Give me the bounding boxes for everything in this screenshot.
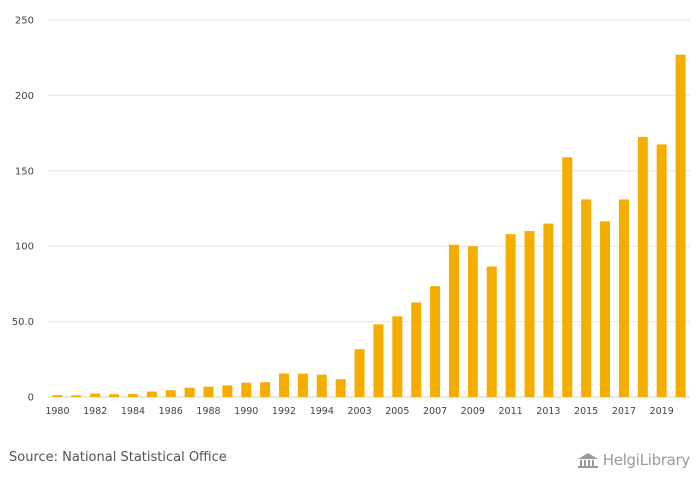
x-tick-label: 2003	[347, 406, 371, 417]
bars	[52, 54, 686, 398]
logo-text: HelgiLibrary	[602, 451, 691, 469]
gridlines	[48, 19, 690, 398]
bar-2011[interactable]	[505, 234, 516, 397]
bar-1986[interactable]	[165, 390, 176, 397]
y-tick-label: 100	[15, 242, 34, 253]
x-tick-label: 1994	[310, 406, 334, 417]
bar-1994[interactable]	[316, 374, 327, 397]
bar-1982[interactable]	[90, 393, 101, 397]
helgi-library-logo[interactable]: HelgiLibrary	[577, 449, 690, 471]
x-tick-label: 1988	[196, 406, 220, 417]
y-tick-label: 0	[28, 393, 34, 404]
bar-2008[interactable]	[448, 244, 459, 397]
bar-2014[interactable]	[562, 157, 573, 397]
bar-2002[interactable]	[335, 379, 346, 397]
x-axis-ticks: 1980 1982 1984 1986 1988 1990 1992 1994 2003 2005…	[45, 406, 673, 417]
x-tick-label: 1990	[234, 406, 258, 417]
x-tick-label: 2019	[650, 406, 674, 417]
bar-1984[interactable]	[127, 394, 138, 397]
x-tick-label: 1984	[121, 406, 145, 417]
bar-2005[interactable]	[392, 316, 403, 397]
bar-1987[interactable]	[184, 387, 195, 397]
x-tick-label: 2017	[612, 406, 636, 417]
bar-1988[interactable]	[203, 386, 214, 397]
bar-2009[interactable]	[467, 246, 478, 397]
y-tick-label: 50.0	[12, 317, 34, 328]
bar-2016[interactable]	[600, 221, 611, 397]
y-tick-label: 150	[15, 166, 34, 177]
bar-2018[interactable]	[637, 136, 648, 397]
bar-2013[interactable]	[543, 223, 554, 397]
bar-2006[interactable]	[411, 302, 422, 397]
y-tick-label: 250	[15, 16, 34, 27]
y-tick-label: 200	[15, 91, 34, 102]
bar-2017[interactable]	[618, 199, 629, 397]
bar-1990[interactable]	[241, 382, 252, 397]
bar-2007[interactable]	[430, 286, 441, 397]
x-tick-label: 1986	[159, 406, 183, 417]
bar-2012[interactable]	[524, 231, 535, 397]
x-tick-label: 1992	[272, 406, 296, 417]
bar-1981[interactable]	[71, 395, 82, 397]
bar-1985[interactable]	[146, 391, 157, 397]
x-tick-label: 2007	[423, 406, 447, 417]
bar-2010[interactable]	[486, 266, 497, 397]
x-tick-label: 2011	[499, 406, 523, 417]
bar-1993[interactable]	[297, 373, 308, 397]
x-tick-label: 2009	[461, 406, 485, 417]
bar-2003[interactable]	[354, 349, 365, 397]
bar-2015[interactable]	[581, 199, 592, 397]
x-tick-label: 2005	[385, 406, 409, 417]
bar-2004[interactable]	[373, 324, 384, 397]
x-tick-label: 2013	[536, 406, 560, 417]
x-tick-label: 1982	[83, 406, 107, 417]
bar-1991[interactable]	[260, 382, 271, 397]
bar-1992[interactable]	[279, 373, 290, 397]
bar-1980[interactable]	[52, 395, 63, 397]
bar-2019[interactable]	[656, 144, 667, 397]
y-axis-ticks: 0 50.0 100 150 200 250	[12, 16, 34, 404]
bar-2020[interactable]	[675, 54, 686, 398]
bar-1983[interactable]	[109, 394, 120, 397]
source-note: Source: National Statistical Office	[9, 450, 227, 465]
library-building-icon	[577, 453, 598, 468]
x-tick-label: 1980	[45, 406, 69, 417]
x-tick-label: 2015	[574, 406, 598, 417]
bar-1989[interactable]	[222, 385, 233, 397]
